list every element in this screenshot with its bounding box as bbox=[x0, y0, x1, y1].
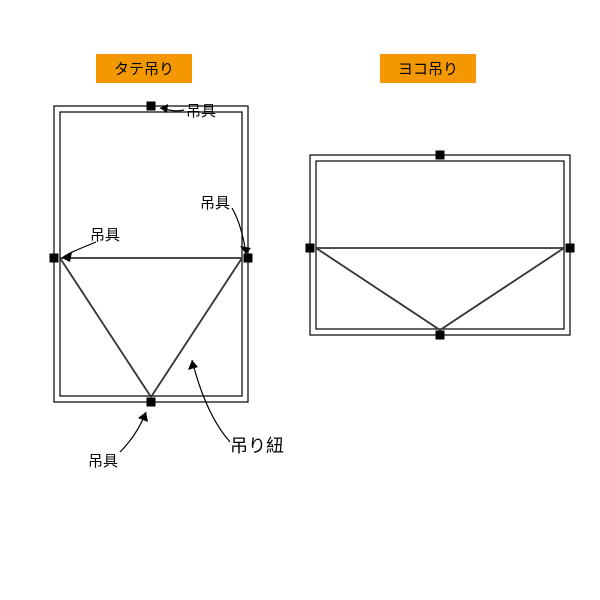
left-fittings bbox=[50, 102, 253, 407]
label-cord: 吊り紐 bbox=[230, 432, 284, 458]
left-cords bbox=[60, 258, 242, 397]
label-fitting-mid-right-text: 吊具 bbox=[200, 195, 230, 212]
label-fitting-mid-left-text: 吊具 bbox=[90, 227, 120, 244]
arrows bbox=[62, 104, 251, 452]
right-cords bbox=[316, 248, 564, 330]
right-frame bbox=[310, 155, 570, 335]
diagram-svg bbox=[0, 0, 600, 600]
label-cord-text: 吊り紐 bbox=[230, 436, 284, 456]
label-fitting-top-text: 吊具 bbox=[186, 103, 216, 120]
label-fitting-mid-right: 吊具 bbox=[200, 192, 230, 213]
right-fittings bbox=[306, 151, 575, 340]
label-fitting-mid-left: 吊具 bbox=[90, 224, 120, 245]
label-fitting-top: 吊具 bbox=[186, 100, 216, 121]
label-fitting-bottom: 吊具 bbox=[88, 450, 118, 471]
label-fitting-bottom-text: 吊具 bbox=[88, 453, 118, 470]
left-frame bbox=[54, 106, 248, 402]
